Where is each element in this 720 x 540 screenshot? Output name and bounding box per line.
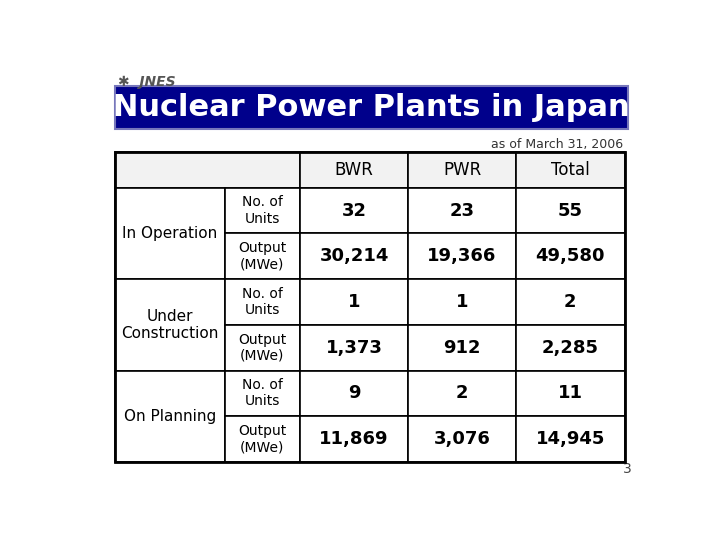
Text: 912: 912 — [444, 339, 481, 356]
Bar — [225, 370, 300, 416]
Text: 55: 55 — [558, 201, 582, 220]
Text: 1,373: 1,373 — [325, 339, 382, 356]
Bar — [115, 152, 300, 188]
Text: 9: 9 — [348, 384, 360, 402]
Bar — [115, 279, 225, 370]
Text: 11,869: 11,869 — [319, 430, 389, 448]
Bar — [408, 279, 516, 325]
Bar — [300, 152, 408, 188]
Text: 2,285: 2,285 — [542, 339, 599, 356]
Bar — [516, 325, 624, 370]
Bar — [408, 416, 516, 462]
Text: 49,580: 49,580 — [536, 247, 605, 265]
Bar — [225, 233, 300, 279]
Text: Output
(MWe): Output (MWe) — [238, 333, 287, 363]
Bar — [115, 152, 624, 462]
Text: On Planning: On Planning — [124, 409, 216, 424]
Bar — [115, 370, 225, 462]
Text: Total: Total — [551, 161, 590, 179]
Text: Nuclear Power Plants in Japan: Nuclear Power Plants in Japan — [114, 93, 630, 122]
Bar — [225, 279, 300, 325]
Text: as of March 31, 2006: as of March 31, 2006 — [491, 138, 623, 151]
Bar — [408, 152, 516, 188]
Bar — [225, 325, 300, 370]
Text: Output
(MWe): Output (MWe) — [238, 424, 287, 454]
Text: 14,945: 14,945 — [536, 430, 605, 448]
Bar — [408, 188, 516, 233]
Bar — [300, 416, 408, 462]
Text: ✱  JNES: ✱ JNES — [118, 75, 176, 89]
Text: 2: 2 — [564, 293, 577, 311]
Bar — [516, 416, 624, 462]
Text: BWR: BWR — [335, 161, 374, 179]
Bar — [516, 152, 624, 188]
Text: Under
Construction: Under Construction — [121, 309, 219, 341]
Bar — [115, 85, 629, 129]
Bar — [300, 325, 408, 370]
Text: 3,076: 3,076 — [433, 430, 490, 448]
Text: 19,366: 19,366 — [428, 247, 497, 265]
Text: No. of
Units: No. of Units — [242, 378, 283, 408]
Text: PWR: PWR — [443, 161, 481, 179]
Bar — [300, 233, 408, 279]
Text: 23: 23 — [449, 201, 474, 220]
Text: 3: 3 — [623, 462, 631, 476]
Bar — [300, 188, 408, 233]
Bar — [408, 370, 516, 416]
Text: 1: 1 — [348, 293, 360, 311]
Bar — [516, 188, 624, 233]
Text: 32: 32 — [341, 201, 366, 220]
Bar — [408, 325, 516, 370]
Text: No. of
Units: No. of Units — [242, 195, 283, 226]
Bar — [115, 188, 225, 279]
Text: 1: 1 — [456, 293, 468, 311]
Text: 11: 11 — [558, 384, 582, 402]
Bar — [516, 279, 624, 325]
Bar — [300, 279, 408, 325]
Text: Output
(MWe): Output (MWe) — [238, 241, 287, 272]
Bar — [516, 233, 624, 279]
Bar — [516, 370, 624, 416]
Text: No. of
Units: No. of Units — [242, 287, 283, 317]
Bar — [225, 416, 300, 462]
Bar — [300, 370, 408, 416]
Text: 2: 2 — [456, 384, 468, 402]
Bar — [225, 188, 300, 233]
Text: 30,214: 30,214 — [320, 247, 389, 265]
Bar — [408, 233, 516, 279]
Text: In Operation: In Operation — [122, 226, 217, 241]
